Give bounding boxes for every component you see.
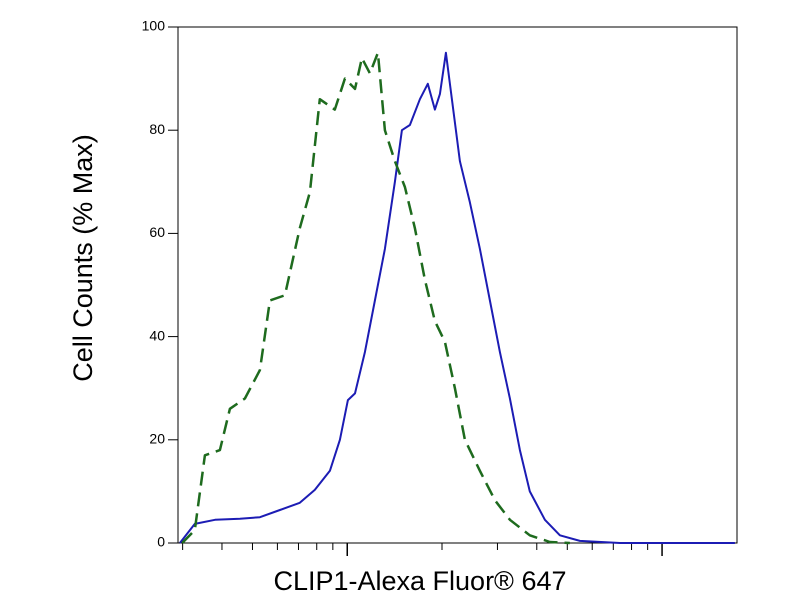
y-tick-label: 20 [149,431,165,447]
y-tick-label: 60 [149,224,165,240]
y-tick-label: 40 [149,327,165,343]
y-axis-title: Cell Counts (% Max) [68,134,98,382]
y-tick-label: 0 [157,534,165,550]
dashed-histogram [181,51,570,545]
plot-frame [177,26,738,544]
y-tick-label: 100 [142,18,166,34]
y-tick-label: 80 [149,121,165,137]
solid-histogram [179,51,735,544]
x-axis-title: CLIP1-Alexa Fluor® 647 [273,566,566,596]
